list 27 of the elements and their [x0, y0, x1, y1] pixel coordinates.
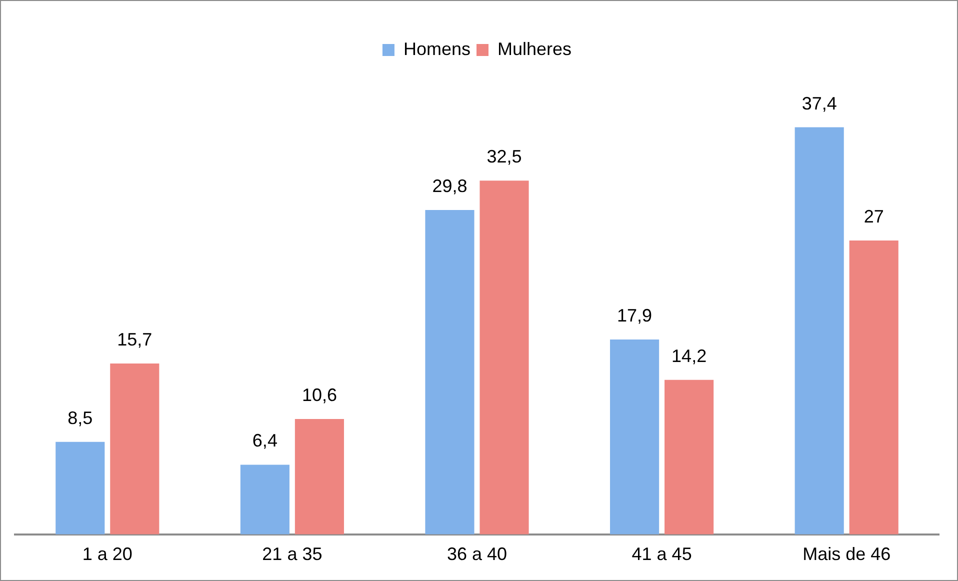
data-label: 10,6	[302, 384, 337, 405]
x-tick-label: 1 a 20	[82, 544, 132, 564]
data-label: 27	[864, 206, 884, 226]
bar	[294, 419, 344, 534]
data-label: 37,4	[802, 93, 837, 114]
x-tick-label: 41 a 45	[632, 544, 692, 564]
data-label: 32,5	[486, 146, 522, 167]
data-label: 14,2	[672, 346, 707, 366]
bar	[240, 464, 290, 534]
data-label: 29,8	[432, 176, 468, 196]
bar	[794, 127, 844, 534]
bar	[56, 442, 105, 534]
legend-label: Mulheres	[498, 38, 572, 59]
legend-label: Homens	[403, 38, 471, 59]
data-label: 6,4	[252, 430, 278, 451]
bar	[480, 180, 529, 534]
bar	[110, 364, 160, 534]
bar	[664, 380, 714, 534]
data-label: 15,7	[117, 329, 152, 350]
x-tick-label: 36 a 40	[446, 544, 508, 564]
bar	[425, 210, 474, 534]
data-label: 17,9	[617, 306, 652, 326]
x-tick-label: 21 a 35	[262, 544, 322, 564]
bar	[849, 240, 898, 534]
x-tick-label: Mais de 46	[802, 544, 891, 564]
data-label: 8,5	[68, 408, 93, 428]
bar	[610, 340, 660, 534]
